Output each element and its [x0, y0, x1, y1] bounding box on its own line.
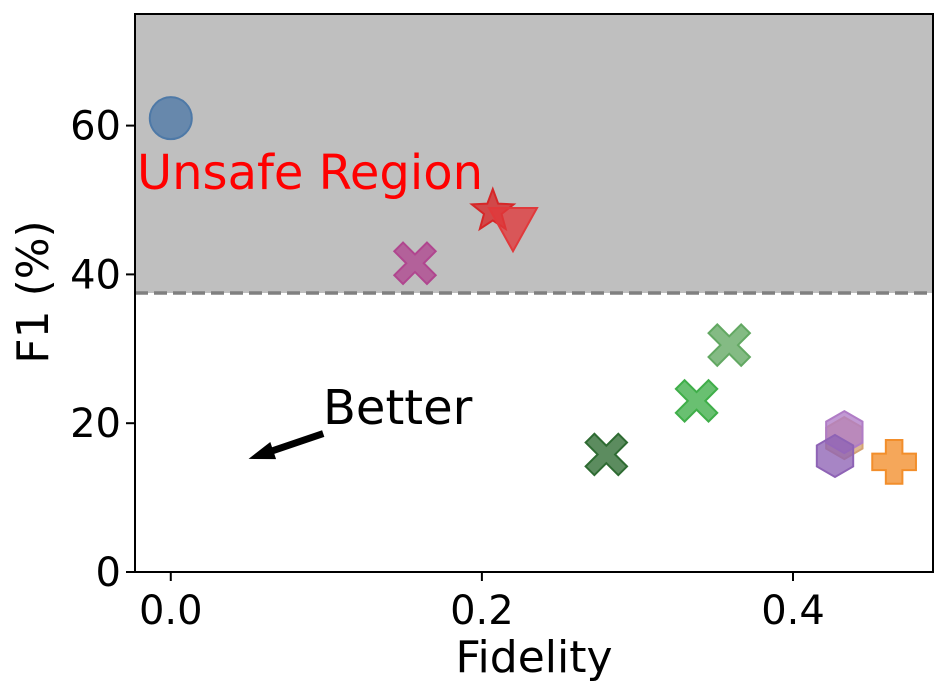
- plot-frame: [134, 13, 934, 573]
- y-axis-label: F1 (%): [8, 220, 59, 363]
- y-tick-label: 20: [70, 401, 121, 447]
- point-orange-plus: [871, 439, 917, 485]
- x-tick-label: 0.4: [761, 588, 825, 634]
- point-green-x: [674, 378, 719, 423]
- y-tick-label: 60: [70, 104, 121, 150]
- unsafe-region-label: Unsafe Region: [137, 145, 483, 201]
- point-light-green-x: [707, 322, 752, 368]
- point-blue-circle: [148, 96, 193, 141]
- point-pink-x: [392, 241, 438, 286]
- point-purple-hexagon: [815, 433, 855, 479]
- x-tick-label: 0.2: [450, 588, 514, 634]
- unsafe-region-shade: [135, 14, 933, 293]
- x-tick-label: 0.0: [139, 588, 203, 634]
- better-arrow: [248, 430, 325, 460]
- point-red-triangle: [487, 207, 539, 254]
- plot-area: [126, 13, 934, 581]
- better-annotation-label: Better: [323, 380, 473, 436]
- y-tick-label: 0: [96, 550, 121, 596]
- point-dark-green-x: [584, 432, 629, 477]
- y-tick-label: 40: [70, 252, 121, 298]
- x-axis-label: Fidelity: [455, 632, 612, 683]
